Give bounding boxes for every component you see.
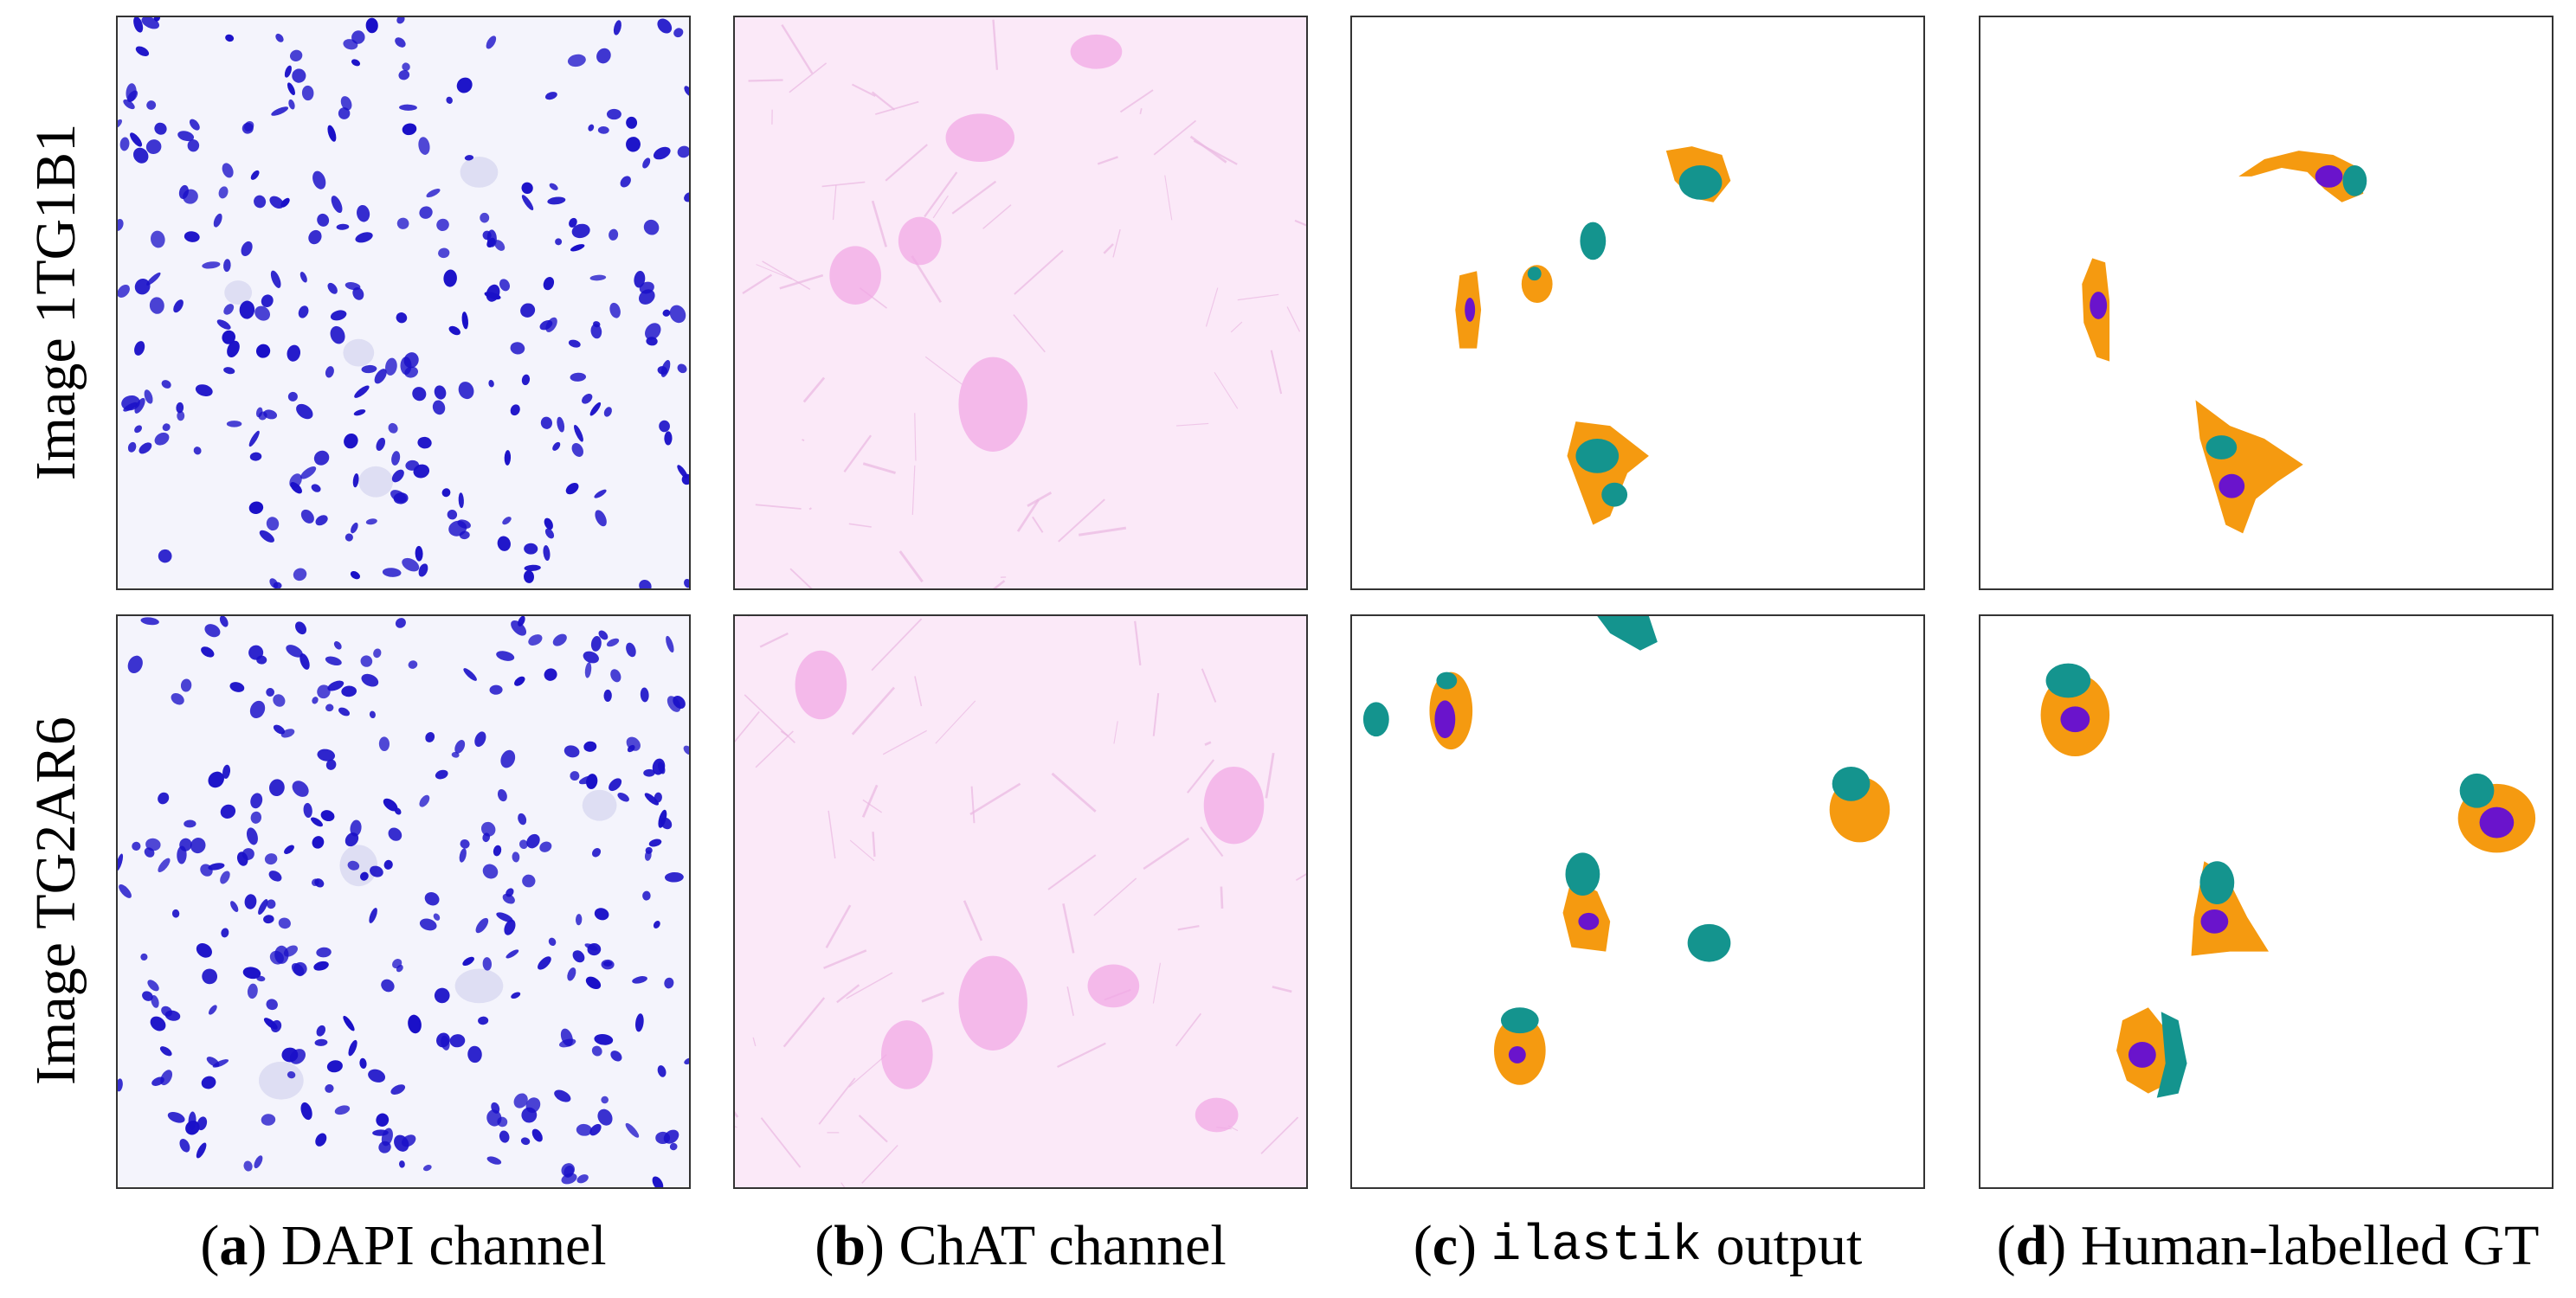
caption-letter: c	[1432, 1214, 1458, 1277]
caption-text: ChAT channel	[898, 1214, 1227, 1277]
chat-image-1	[735, 17, 1306, 588]
panel-chat-1	[733, 16, 1308, 590]
ilastik-image-1	[1352, 17, 1923, 588]
caption-a: (a) DAPI channel	[200, 1214, 607, 1277]
caption-letter: b	[834, 1214, 866, 1277]
caption-letter: a	[219, 1214, 248, 1277]
caption-b: (b) ChAT channel	[815, 1214, 1227, 1277]
panel-ilastik-2	[1350, 614, 1925, 1189]
row-label-1: Image 1TG1B1	[0, 16, 113, 588]
gt-image-1	[1980, 17, 2552, 588]
dapi-image-1	[118, 17, 689, 588]
caption-text: DAPI channel	[280, 1214, 607, 1277]
dapi-image-2	[118, 616, 689, 1187]
panel-dapi-1	[116, 16, 691, 590]
caption-d: (d) Human-labelled GT	[1996, 1214, 2540, 1277]
caption-text: Human-labelled GT	[2080, 1214, 2540, 1277]
ilastik-image-2	[1352, 616, 1923, 1187]
panel-gt-1	[1979, 16, 2553, 590]
caption-letter: d	[2015, 1214, 2048, 1277]
row-label-text: Image 1TG1B1	[24, 123, 87, 481]
row-label-2: Image TG2AR6	[0, 614, 113, 1187]
panel-ilastik-1	[1350, 16, 1925, 590]
caption-text: output	[1716, 1214, 1863, 1277]
chat-image-2	[735, 616, 1306, 1187]
row-label-text: Image TG2AR6	[24, 716, 87, 1085]
caption-code: ilastik	[1491, 1218, 1703, 1275]
panel-dapi-2	[116, 614, 691, 1189]
caption-c: (c) ilastik output	[1413, 1214, 1863, 1277]
panel-chat-2	[733, 614, 1308, 1189]
panel-gt-2	[1979, 614, 2553, 1189]
gt-image-2	[1980, 616, 2552, 1187]
